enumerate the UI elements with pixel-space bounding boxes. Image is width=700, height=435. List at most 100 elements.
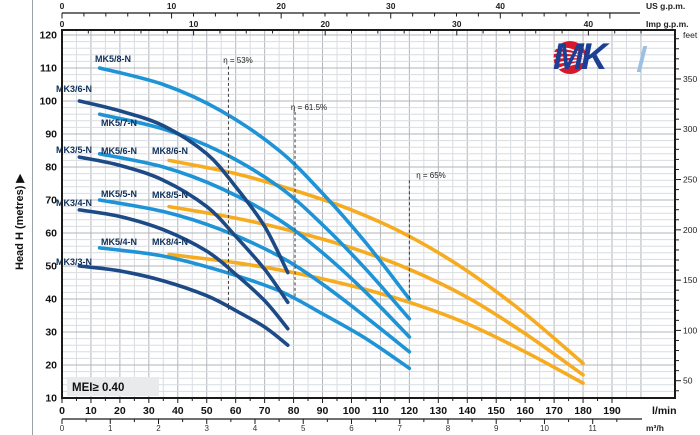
lmin-tick-label: 60 xyxy=(230,405,242,417)
lmin-tick-label: 140 xyxy=(458,405,476,417)
feet-tick-label: 250 xyxy=(683,175,697,185)
m3h-tick-label: 1 xyxy=(108,424,113,433)
impgpm-tick-label: 40 xyxy=(584,19,594,29)
x-axis-lmin: 0 10 20 30 40 50 60 70 80 90 100 110 120 130 140 150 160… xyxy=(59,398,677,417)
lmin-tick-label: 190 xyxy=(603,405,621,417)
lmin-tick-label: 160 xyxy=(516,405,534,417)
lmin-tick-label: 70 xyxy=(259,405,271,417)
curve-label-mk5-7-n: MK5/7-N xyxy=(101,118,137,128)
lmin-tick-label: 80 xyxy=(288,405,300,417)
curve-label-mk3-3-n: MK3/3-N xyxy=(56,257,92,267)
y-tick-label: 100 xyxy=(39,96,57,108)
lmin-tick-label: 130 xyxy=(430,405,448,417)
y-axis-feet: 50 100 150 200 250 300 350 feet xyxy=(675,30,698,392)
curve-label-mk3-4-n: MK3/4-N xyxy=(56,198,92,208)
curve-mk8-6-n xyxy=(167,158,585,366)
curve-mk5-7-n xyxy=(97,112,412,321)
lmin-tick-label: 170 xyxy=(545,405,563,417)
plot-border xyxy=(61,29,676,399)
curve-mk8-4-n xyxy=(167,252,585,385)
mei-badge: MEI≥ 0.40 xyxy=(67,377,159,396)
impgpm-tick-label: 20 xyxy=(320,19,330,29)
feet-tick-label: 150 xyxy=(683,275,697,285)
logo-text: MK xyxy=(553,36,608,77)
y-tick-label: 30 xyxy=(45,327,57,339)
x-axis-usgpm: 0 10 20 30 40 US g.p.m. xyxy=(60,1,685,19)
usgpm-tick-label: 30 xyxy=(386,1,396,11)
feet-axis-title: feet xyxy=(683,30,698,40)
usgpm-tick-label: 10 xyxy=(167,1,177,11)
feet-tick-label: 300 xyxy=(683,124,697,134)
usgpm-axis-title: US g.p.m. xyxy=(646,1,685,11)
curve-mk3-4-n xyxy=(77,208,290,331)
y-axis-title: Head H (metres) ▶ xyxy=(14,174,26,270)
lmin-axis-title: l/min xyxy=(652,405,677,417)
lmin-tick-label: 10 xyxy=(85,405,97,417)
feet-tick-label: 100 xyxy=(683,325,697,335)
m3h-tick-label: 3 xyxy=(205,424,210,433)
usgpm-tick-label: 40 xyxy=(496,1,506,11)
impgpm-tick-label: 0 xyxy=(60,19,65,29)
y-tick-label: 120 xyxy=(39,30,57,42)
y-tick-label: 10 xyxy=(45,393,57,405)
feet-tick-label: 350 xyxy=(683,74,697,84)
y-axis-metres: 10 20 30 40 50 60 70 80 90 100 110 120 Head H (metre… xyxy=(14,30,57,405)
pump-curves xyxy=(77,66,585,385)
efficiency-lines: η = 53% η = 61.5% η = 65% xyxy=(223,56,446,310)
curve-mk3-6-n xyxy=(77,99,290,275)
curve-mk3-3-n xyxy=(77,264,290,347)
x-axis-m3h: 0 1 2 3 4 5 6 7 8 9 10 11 m³/h xyxy=(60,418,664,433)
m3h-tick-label: 8 xyxy=(446,424,451,433)
feet-tick-label: 50 xyxy=(683,376,693,386)
impgpm-axis-title: Imp g.p.m. xyxy=(646,19,689,29)
y-tick-label: 90 xyxy=(45,129,57,141)
lmin-tick-label: 150 xyxy=(487,405,505,417)
lmin-tick-label: 0 xyxy=(59,405,65,417)
y-tick-label: 80 xyxy=(45,162,57,174)
curve-label-mk5-4-n: MK5/4-N xyxy=(101,237,137,247)
feet-tick-label: 200 xyxy=(683,225,697,235)
y-tick-label: 60 xyxy=(45,228,57,240)
m3h-tick-label: 10 xyxy=(540,424,549,433)
curve-label-mk3-6-n: MK3/6-N xyxy=(56,84,92,94)
y-tick-label: 70 xyxy=(45,195,57,207)
logo-ball-icon xyxy=(553,41,587,74)
curve-label-mk3-5-n: MK3/5-N xyxy=(56,145,92,155)
lmin-tick-label: 40 xyxy=(172,405,184,417)
page-border-line xyxy=(32,0,33,435)
m3h-tick-label: 9 xyxy=(494,424,499,433)
curve-mk5-8-n xyxy=(97,66,412,301)
m3h-tick-label: 6 xyxy=(349,424,354,433)
impgpm-tick-label: 10 xyxy=(189,19,199,29)
curve-label-mk5-8-n: MK5/8-N xyxy=(95,54,131,64)
curve-mk5-6-n xyxy=(97,152,412,339)
y-tick-label: 20 xyxy=(45,360,57,372)
efficiency-label: η = 61.5% xyxy=(291,103,327,112)
impgpm-tick-label: 30 xyxy=(452,19,462,29)
curve-mk3-5-n xyxy=(77,155,290,305)
m3h-tick-label: 2 xyxy=(156,424,161,433)
m3h-tick-label: 0 xyxy=(60,424,65,433)
lmin-tick-label: 120 xyxy=(401,405,419,417)
mei-label: MEI≥ 0.40 xyxy=(72,382,124,394)
y-tick-label: 50 xyxy=(45,261,57,273)
curve-label-mk8-4-n: MK8/4-N xyxy=(152,237,188,247)
usgpm-tick-label: 20 xyxy=(276,1,286,11)
grid xyxy=(62,30,675,399)
x-axis-impgpm: 0 10 20 30 40 Imp g.p.m. xyxy=(60,19,689,36)
usgpm-tick-label: 0 xyxy=(60,1,65,11)
curve-label-mk5-5-n: MK5/5-N xyxy=(101,189,137,199)
m3h-tick-label: 4 xyxy=(253,424,258,433)
efficiency-label: η = 53% xyxy=(223,56,253,65)
curve-mk8-5-n xyxy=(167,204,585,377)
lmin-tick-label: 20 xyxy=(114,405,126,417)
lmin-tick-label: 90 xyxy=(317,405,329,417)
brand-logo: MK xyxy=(552,36,648,77)
lmin-tick-label: 30 xyxy=(143,405,155,417)
lmin-tick-label: 50 xyxy=(201,405,213,417)
curve-label-mk5-6-n: MK5/6-N xyxy=(101,146,137,156)
efficiency-label: η = 65% xyxy=(416,171,446,180)
curve-labels: MK8/6-N MK8/5-N MK8/4-N MK5/8-N MK5/7-N MK5/6… xyxy=(56,54,188,267)
